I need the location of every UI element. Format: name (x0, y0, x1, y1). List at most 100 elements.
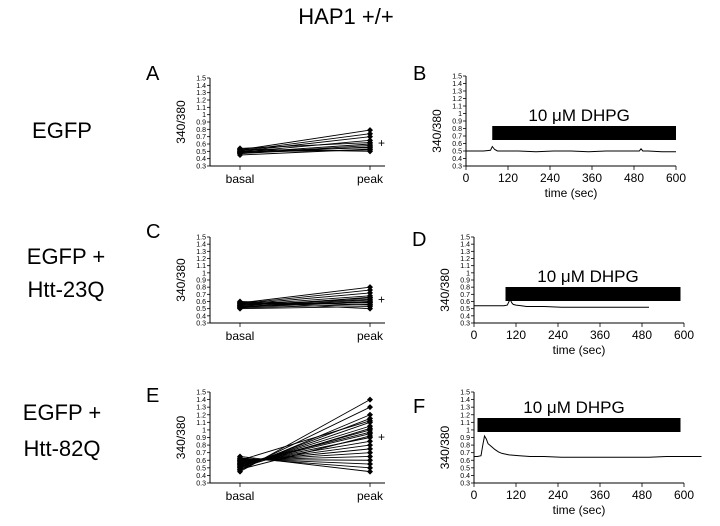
cell-point (237, 453, 243, 460)
cell-trace-line (239, 289, 371, 305)
panel-b: B 0.30.40.50.60.70.80.911.11.21.31.41.5 34… (413, 63, 686, 200)
cell-trace-line (239, 431, 371, 465)
y-axis-label: 340/380 (438, 425, 452, 469)
panel-letter: B (413, 63, 426, 85)
y-tick-label: 1 (458, 111, 462, 118)
y-tick-label: 1 (202, 112, 206, 119)
cell-point (367, 396, 373, 403)
y-tick-label: 0.6 (196, 458, 206, 465)
y-tick-label: 1.1 (196, 105, 206, 112)
x-tick-label: 360 (590, 488, 610, 502)
cell-trace-line (239, 414, 371, 470)
y-tick-label: 1.3 (196, 249, 206, 256)
y-tick-label: 1 (202, 270, 206, 277)
y-tick-label: 1.4 (460, 397, 470, 404)
x-tick-label: 120 (498, 171, 518, 185)
cell-trace-line (239, 435, 371, 470)
x-category-label: basal (226, 489, 255, 503)
y-tick-label: 0.7 (460, 450, 470, 457)
dhpg-application-bar (477, 418, 681, 432)
panel-a: A 0.30.40.50.60.70.80.911.11.21.31.41.5 34… (146, 63, 385, 186)
y-tick-label: 0.8 (196, 127, 206, 134)
calcium-trace (466, 145, 676, 153)
y-tick-label: 0.9 (452, 119, 462, 126)
y-tick-label: 1.1 (460, 263, 470, 270)
panel-letter: E (146, 385, 159, 407)
panel-letter: C (146, 221, 160, 243)
significance-marker: + (378, 136, 385, 150)
y-tick-label: 1.5 (196, 76, 206, 83)
y-tick-label: 1.3 (460, 249, 470, 256)
calcium-trace (474, 434, 702, 458)
x-category-label: peak (357, 329, 384, 343)
x-category-label: peak (357, 489, 384, 503)
dhpg-application-bar (505, 287, 681, 301)
y-tick-label: 0.6 (452, 141, 462, 148)
y-tick-label: 1.3 (196, 90, 206, 97)
y-tick-label: 0.6 (196, 299, 206, 306)
cell-point (367, 130, 373, 137)
y-tick-label: 0.4 (196, 156, 206, 163)
y-tick-label: 1.4 (196, 83, 206, 90)
y-axis-label: 340/380 (174, 415, 188, 459)
cell-trace-line (239, 149, 371, 153)
y-tick-label: 0.7 (452, 134, 462, 141)
x-tick-label: 480 (624, 171, 644, 185)
y-tick-label: 0.9 (460, 278, 470, 285)
x-tick-label: 240 (548, 488, 568, 502)
panel-letter: F (413, 396, 425, 418)
y-tick-label: 0.3 (460, 321, 470, 328)
panel-f: F 0.30.40.50.60.70.80.911.11.21.31.41.5 34… (413, 390, 702, 517)
y-axis-label: 340/380 (174, 100, 188, 144)
x-tick-label: 600 (674, 328, 694, 342)
y-tick-label: 1.1 (460, 420, 470, 427)
y-tick-label: 1.3 (196, 405, 206, 412)
y-tick-label: 1.4 (460, 242, 470, 249)
y-tick-label: 0.9 (196, 278, 206, 285)
cell-point (367, 438, 373, 445)
x-tick-label: 240 (548, 328, 568, 342)
y-tick-label: 0.3 (196, 321, 206, 328)
cell-point (367, 417, 373, 424)
y-tick-label: 0.7 (460, 292, 470, 299)
cell-point (367, 299, 373, 306)
cell-point (367, 432, 373, 439)
y-axis-label: 340/380 (430, 109, 444, 153)
x-tick-label: 600 (674, 488, 694, 502)
significance-marker: + (378, 292, 385, 306)
y-axis-label: 340/380 (438, 268, 452, 312)
cell-point (367, 461, 373, 468)
y-tick-label: 0.6 (460, 458, 470, 465)
cell-point (367, 284, 373, 291)
y-tick-label: 1.1 (196, 420, 206, 427)
cell-point (367, 404, 373, 411)
panel-letter: D (412, 229, 426, 251)
y-tick-label: 0.9 (196, 435, 206, 442)
y-tick-label: 1.2 (196, 256, 206, 263)
cell-point (367, 127, 373, 134)
row-label: EGFP (32, 118, 92, 143)
y-tick-label: 0.8 (460, 285, 470, 292)
cell-point (237, 457, 243, 464)
y-tick-label: 0.4 (196, 313, 206, 320)
y-tick-label: 1.2 (196, 412, 206, 419)
row-label: Htt-23Q (27, 277, 104, 302)
y-tick-label: 0.9 (196, 120, 206, 127)
dhpg-label: 10 μM DHPG (537, 267, 638, 286)
x-axis-label: time (sec) (553, 503, 606, 517)
x-category-label: peak (357, 172, 384, 186)
cell-trace-line (239, 296, 371, 308)
cell-point (367, 139, 373, 146)
y-axis-label: 340/380 (174, 258, 188, 302)
cell-point (367, 449, 373, 456)
x-tick-label: 120 (506, 488, 526, 502)
cell-trace-line (239, 139, 371, 153)
cell-trace-line (239, 136, 371, 152)
y-tick-label: 1.5 (452, 74, 462, 81)
y-tick-label: 0.3 (452, 164, 462, 171)
panels: A0.30.40.50.60.70.80.911.11.21.31.41.534… (146, 63, 702, 517)
y-tick-label: 0.5 (196, 465, 206, 472)
y-tick-label: 1.2 (460, 412, 470, 419)
cell-point (367, 425, 373, 432)
